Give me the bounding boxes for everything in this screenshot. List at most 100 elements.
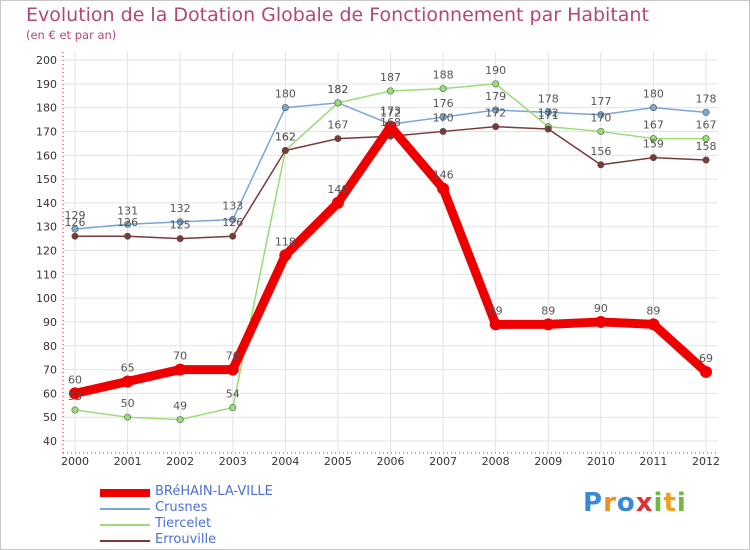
data-point — [229, 232, 237, 240]
data-point — [702, 156, 710, 164]
logo-letter: i — [653, 488, 664, 518]
data-label: 126 — [222, 216, 243, 229]
logo-letter: o — [616, 488, 636, 518]
legend-label: Crusnes — [155, 500, 208, 515]
data-point — [176, 235, 184, 243]
data-point — [700, 365, 712, 378]
data-point — [384, 120, 397, 133]
y-tick-label: 150 — [36, 173, 57, 186]
data-point — [279, 249, 292, 262]
data-label: 172 — [380, 107, 401, 120]
x-tick-label: 2005 — [324, 455, 352, 468]
data-point — [597, 111, 605, 119]
data-label: 162 — [275, 130, 296, 143]
logo-letter: i — [676, 488, 687, 518]
data-point — [649, 154, 657, 162]
data-label: 190 — [485, 64, 506, 77]
y-tick-label: 130 — [36, 221, 57, 234]
legend-swatch — [100, 524, 150, 526]
y-tick-label: 190 — [36, 78, 57, 91]
legend-item: Errouville — [100, 532, 400, 548]
x-tick-label: 2002 — [166, 455, 194, 468]
data-label: 182 — [327, 83, 348, 96]
data-point — [386, 87, 394, 95]
y-tick-label: 120 — [36, 245, 57, 258]
data-label: 167 — [643, 119, 664, 132]
data-label: 159 — [643, 138, 664, 151]
y-tick-label: 60 — [43, 387, 57, 400]
legend-swatch — [100, 508, 150, 510]
data-label: 129 — [65, 209, 86, 222]
legend-label: Tiercelet — [155, 516, 212, 531]
y-tick-label: 160 — [36, 149, 57, 162]
data-label: 125 — [170, 219, 191, 232]
logo-letter: x — [635, 488, 654, 518]
y-tick-label: 40 — [43, 435, 57, 448]
x-tick-label: 2011 — [639, 455, 667, 468]
data-point — [439, 127, 447, 135]
x-tick-label: 2010 — [587, 455, 615, 468]
data-point — [124, 232, 132, 240]
logo-letter: P — [583, 488, 604, 518]
data-label: 70 — [173, 350, 187, 363]
data-point — [594, 315, 607, 328]
y-tick-label: 200 — [36, 54, 57, 67]
data-label: 89 — [646, 304, 660, 317]
data-point — [174, 363, 187, 376]
data-label: 60 — [68, 373, 82, 386]
data-label: 167 — [327, 119, 348, 132]
logo-letter: r — [603, 488, 617, 518]
data-label: 50 — [121, 397, 135, 410]
y-tick-label: 140 — [36, 197, 57, 210]
data-point — [492, 123, 500, 131]
data-label: 168 — [380, 116, 401, 129]
legend-item: Crusnes — [100, 500, 400, 516]
data-point — [489, 318, 502, 331]
data-label: 126 — [65, 216, 86, 229]
data-point — [492, 80, 500, 88]
data-point — [331, 196, 344, 209]
y-tick-label: 100 — [36, 292, 57, 305]
data-point — [597, 161, 605, 169]
chart-subtitle: (en € et par an) — [26, 28, 117, 42]
data-label: 180 — [275, 88, 296, 101]
x-tick-label: 2000 — [61, 455, 89, 468]
data-label: 69 — [699, 352, 713, 365]
data-label: 176 — [433, 97, 454, 110]
data-label: 158 — [696, 140, 717, 153]
data-point — [334, 99, 342, 107]
data-label: 54 — [226, 388, 240, 401]
data-label: 70 — [226, 350, 240, 363]
x-tick-label: 2008 — [482, 455, 510, 468]
data-label: 187 — [380, 71, 401, 84]
data-label: 90 — [594, 302, 608, 315]
data-label: 126 — [117, 216, 138, 229]
data-point — [176, 218, 184, 226]
data-point — [544, 108, 552, 116]
data-point — [647, 318, 660, 331]
data-label: 89 — [541, 304, 555, 317]
data-label: 53 — [68, 390, 82, 403]
x-tick-label: 2003 — [219, 455, 247, 468]
y-tick-label: 180 — [36, 102, 57, 115]
data-label: 133 — [222, 200, 243, 213]
y-tick-label: 50 — [43, 411, 57, 424]
data-labels: 60 65 70 70 118 140 172 146 89 89 90 89 69 129 131 132 1… — [65, 64, 717, 413]
legend: BRéHAIN-LA-VILLE Crusnes Tiercelet Errouvil… — [100, 484, 400, 548]
data-point — [439, 85, 447, 93]
data-label: 177 — [590, 95, 611, 108]
data-point — [229, 216, 237, 224]
data-label: 172 — [538, 107, 559, 120]
legend-item: BRéHAIN-LA-VILLE — [100, 484, 400, 500]
data-point — [649, 104, 657, 112]
legend-label: Errouville — [155, 532, 217, 547]
data-point — [281, 104, 289, 112]
logo-letter: t — [663, 488, 677, 518]
data-point — [71, 232, 79, 240]
data-label: 156 — [590, 145, 611, 158]
axes: 40 50 60 70 80 90 100 110 120 130 140 150 160 170 180 1… — [36, 52, 720, 468]
data-label: 162 — [275, 130, 296, 143]
data-point — [71, 225, 79, 233]
x-tick-label: 2007 — [429, 455, 457, 468]
